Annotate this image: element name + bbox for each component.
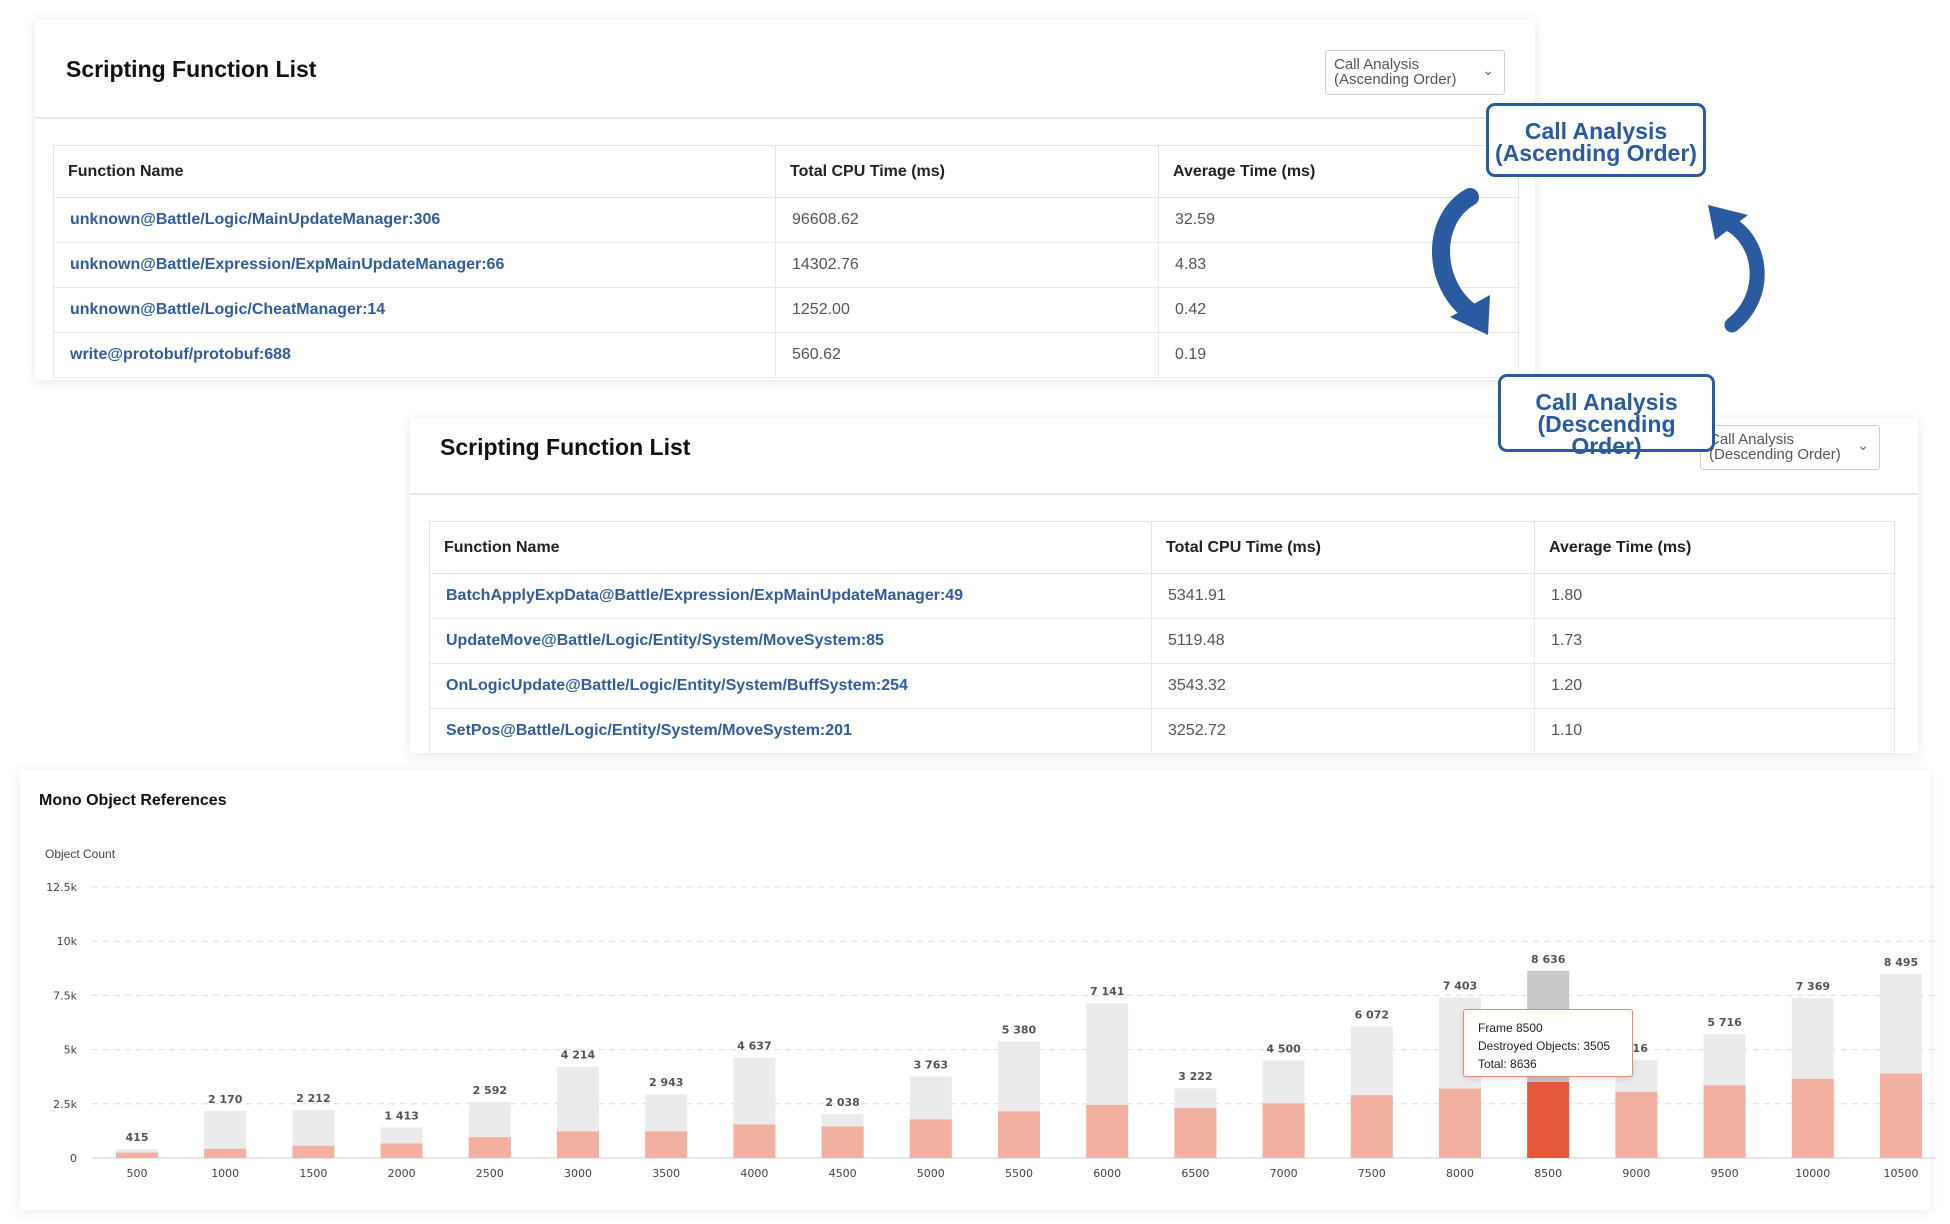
average-time-cell: 1.73	[1534, 618, 1895, 664]
callout-ascending-line2: (Ascending Order)	[1495, 140, 1697, 166]
average-time-cell: 1.10	[1534, 708, 1895, 754]
chevron-down-icon: ⌄	[1857, 437, 1869, 453]
top-function-table: Function Name Total CPU Time (ms) Averag…	[53, 145, 1519, 378]
bottom-panel-divider	[410, 493, 1918, 495]
table-row: unknown@Battle/Expression/ExpMainUpdateM…	[53, 242, 1519, 288]
table-header-row: Function Name Total CPU Time (ms) Averag…	[53, 145, 1519, 198]
function-name-link[interactable]: unknown@Battle/Logic/CheatManager:14	[53, 287, 776, 333]
bottom-sort-dropdown[interactable]: Call Analysis (Descending Order) ⌄	[1700, 425, 1880, 470]
table-row: unknown@Battle/Logic/MainUpdateManager:3…	[53, 197, 1519, 243]
callout-ascending-line1: Call Analysis	[1524, 118, 1668, 144]
table-row: unknown@Battle/Logic/CheatManager:14 125…	[53, 287, 1519, 333]
total-cpu-time-cell: 3252.72	[1151, 708, 1535, 754]
table-row: write@protobuf/protobuf:688 560.62 0.19	[53, 332, 1519, 378]
column-header-function-name[interactable]: Function Name	[53, 145, 776, 198]
mono-object-references-panel	[20, 770, 1930, 1210]
bottom-dropdown-line2: (Descending Order)	[1709, 446, 1841, 463]
bottom-panel-title: Scripting Function List	[440, 434, 691, 460]
tooltip-total: Total: 8636	[1478, 1057, 1537, 1071]
bottom-function-table: Function Name Total CPU Time (ms) Averag…	[429, 521, 1895, 754]
arrow-up-curved-icon	[1708, 205, 1765, 333]
total-cpu-time-cell: 96608.62	[775, 197, 1159, 243]
tooltip-frame: Frame 8500	[1478, 1021, 1543, 1035]
table-row: BatchApplyExpData@Battle/Expression/ExpM…	[429, 573, 1895, 619]
total-cpu-time-cell: 5119.48	[1151, 618, 1535, 664]
total-cpu-time-cell: 560.62	[775, 332, 1159, 378]
table-row: OnLogicUpdate@Battle/Logic/Entity/System…	[429, 663, 1895, 709]
column-header-average-time[interactable]: Average Time (ms)	[1158, 145, 1519, 198]
callout-ascending-order: Call Analysis (Ascending Order)	[1486, 103, 1706, 177]
top-panel-title: Scripting Function List	[66, 56, 317, 82]
cycle-arrows	[1432, 188, 1765, 335]
table-header-row: Function Name Total CPU Time (ms) Averag…	[429, 521, 1895, 574]
average-time-cell: 0.19	[1158, 332, 1519, 378]
callout-descending-order: Call Analysis (Descending Order)	[1498, 374, 1715, 458]
callout-descending-line1: Call Analysis	[1535, 389, 1678, 415]
total-cpu-time-cell: 14302.76	[775, 242, 1159, 288]
average-time-cell: 1.20	[1534, 663, 1895, 709]
function-name-link[interactable]: write@protobuf/protobuf:688	[53, 332, 776, 378]
function-name-link[interactable]: OnLogicUpdate@Battle/Logic/Entity/System…	[429, 663, 1152, 709]
top-sort-dropdown[interactable]: Call Analysis (Ascending Order) ⌄	[1325, 50, 1505, 95]
column-header-function-name[interactable]: Function Name	[429, 521, 1152, 574]
top-panel-divider	[35, 117, 1535, 119]
column-header-total-cpu-time[interactable]: Total CPU Time (ms)	[775, 145, 1159, 198]
function-name-link[interactable]: unknown@Battle/Expression/ExpMainUpdateM…	[53, 242, 776, 288]
chevron-down-icon: ⌄	[1482, 62, 1494, 78]
top-dropdown-line1: Call Analysis	[1334, 56, 1420, 73]
column-header-average-time[interactable]: Average Time (ms)	[1534, 521, 1895, 574]
bottom-dropdown-line1: Call Analysis	[1709, 431, 1795, 448]
table-row: UpdateMove@Battle/Logic/Entity/System/Mo…	[429, 618, 1895, 664]
chart-y-axis-label: Object Count	[45, 847, 116, 861]
total-cpu-time-cell: 1252.00	[775, 287, 1159, 333]
table-row: SetPos@Battle/Logic/Entity/System/MoveSy…	[429, 708, 1895, 754]
top-dropdown-line2: (Ascending Order)	[1334, 71, 1457, 88]
total-cpu-time-cell: 5341.91	[1151, 573, 1535, 619]
chart-tooltip: Frame 8500 Destroyed Objects: 3505 Total…	[1463, 1009, 1633, 1077]
function-name-link[interactable]: unknown@Battle/Logic/MainUpdateManager:3…	[53, 197, 776, 243]
average-time-cell: 4.83	[1158, 242, 1519, 288]
total-cpu-time-cell: 3543.32	[1151, 663, 1535, 709]
average-time-cell: 1.80	[1534, 573, 1895, 619]
column-header-total-cpu-time[interactable]: Total CPU Time (ms)	[1151, 521, 1535, 574]
chart-title: Mono Object References	[39, 792, 227, 809]
callout-descending-line2: (Descending Order)	[1537, 411, 1676, 459]
function-name-link[interactable]: UpdateMove@Battle/Logic/Entity/System/Mo…	[429, 618, 1152, 664]
function-name-link[interactable]: SetPos@Battle/Logic/Entity/System/MoveSy…	[429, 708, 1152, 754]
arrow-down-curved-icon	[1432, 188, 1490, 335]
tooltip-destroyed-objects: Destroyed Objects: 3505	[1478, 1039, 1611, 1053]
function-name-link[interactable]: BatchApplyExpData@Battle/Expression/ExpM…	[429, 573, 1152, 619]
